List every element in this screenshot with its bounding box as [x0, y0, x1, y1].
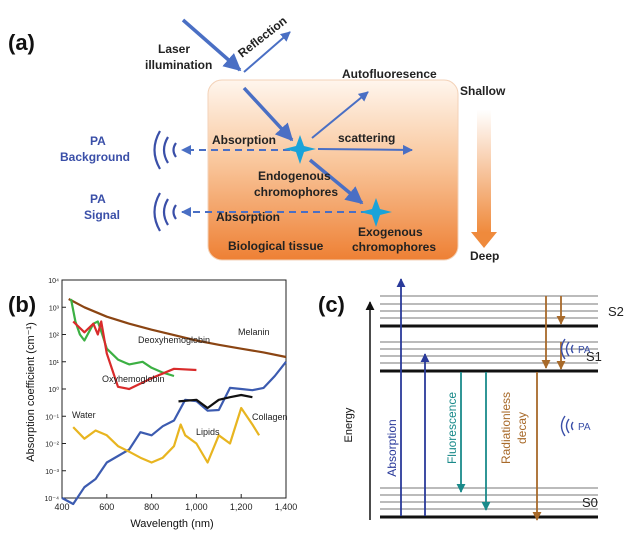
panel-c-label: (c): [318, 292, 345, 317]
x-tick-label: 400: [54, 502, 69, 512]
absorption-chart: 10⁴ 10³ 10² 10¹ 10⁰ 10⁻¹ 10⁻² 10⁻³ 10⁻⁴ 400 600 80…: [25, 278, 297, 530]
panel-a-label: (a): [8, 30, 35, 55]
x-tick-label: 600: [99, 502, 114, 512]
autofluorescence-label: Autofluoresence: [342, 67, 437, 81]
autofluorescence-arrow: [311, 91, 369, 139]
y-tick-label: 10⁻²: [45, 442, 59, 449]
endogenous-label-line2: chromophores: [254, 185, 338, 199]
reflection-label: Reflection: [235, 14, 289, 61]
endogenous-star-icon: [284, 135, 316, 164]
y-axis-label: Absorption coefficient (cm⁻¹): [25, 322, 37, 462]
deep-label: Deep: [470, 249, 499, 263]
x-axis-label: Wavelength (nm): [130, 518, 213, 530]
y-tick-label: 10³: [49, 305, 60, 312]
absorption-label-1: Absorption: [212, 133, 276, 147]
y-tick-label: 10¹: [49, 360, 60, 367]
s1-label: S1: [586, 349, 602, 364]
absorption-arrow: [242, 86, 294, 142]
exogenous-label-line2: chromophores: [352, 240, 436, 254]
absorption-c-label: Absorption: [385, 419, 399, 476]
s1-sublevels: [380, 341, 598, 364]
y-tick-label: 10⁴: [48, 278, 59, 285]
pa-upper-wave-icon: [560, 338, 574, 360]
x-tick-label: 1,400: [275, 502, 298, 512]
pa-background-label-line2: Background: [60, 150, 130, 164]
series-lipids-line: [72, 406, 261, 464]
series-collagen-label: Collagen: [252, 412, 288, 422]
laser-arrow: [181, 18, 242, 72]
depth-arrow: [471, 110, 497, 248]
scattering-label: scattering: [338, 131, 395, 145]
pa-signal-label-line2: Signal: [84, 208, 120, 222]
absorption-label-2: Absorption: [216, 210, 280, 224]
panel-b-label: (b): [8, 292, 36, 317]
s0-label: S0: [582, 495, 598, 510]
y-tick-label: 10⁻⁴: [45, 496, 60, 503]
series-collagen-line: [178, 393, 253, 410]
x-tick-label: 800: [144, 502, 159, 512]
y-tick-label: 10⁻¹: [45, 414, 59, 421]
x-tick-label: 1,200: [230, 502, 253, 512]
series-water-line: [61, 361, 287, 506]
exogenous-arrow: [308, 158, 364, 205]
s0-sublevels: [380, 487, 598, 510]
series-oxyhemoglobin-label: Oxyhemoglobin: [102, 374, 165, 384]
reflection-arrow: [243, 31, 291, 73]
series-melanin-line: [68, 298, 287, 359]
series-lipids-label: Lipids: [196, 427, 220, 437]
exogenous-star-icon: [360, 198, 392, 227]
endogenous-label-line1: Endogenous: [258, 169, 331, 183]
shallow-label: Shallow: [460, 84, 506, 98]
x-tick-label: 1,000: [185, 502, 208, 512]
series-melanin-label: Melanin: [238, 327, 270, 337]
exogenous-label-line1: Exogenous: [358, 225, 423, 239]
panel-b: (b) 10⁴ 10³ 10² 10¹ 10⁰ 10⁻¹ 10⁻² 10⁻³ 10⁻⁴ 400 6…: [8, 278, 297, 530]
energy-label: Energy: [343, 407, 355, 442]
pa-background-label-line1: PA: [90, 134, 106, 148]
radiationless-label-line1: Radiationless: [499, 392, 513, 464]
series-oxyhemoglobin-line: [72, 320, 197, 391]
y-tick-label: 10⁰: [48, 386, 59, 394]
s2-label: S2: [608, 304, 624, 319]
pa-signal-label-line1: PA: [90, 192, 106, 206]
s2-sublevels: [380, 295, 598, 319]
series-water-label: Water: [72, 410, 96, 420]
panel-c: (c) Energy S2 S1 S0: [318, 278, 624, 521]
pa-signal-wave-icon: [153, 192, 177, 232]
tissue-label: Biological tissue: [228, 239, 324, 253]
laser-label-line2: illumination: [145, 58, 212, 72]
pa-lower-label: PA: [578, 422, 591, 433]
y-tick-label: 10²: [49, 333, 60, 340]
series-deoxyhemoglobin-label: Deoxyhemoglobin: [138, 335, 210, 345]
fluorescence-label: Fluorescence: [445, 392, 459, 464]
panel-a: (a) Shallow Deep: [8, 14, 506, 263]
laser-label-line1: Laser: [158, 42, 190, 56]
pa-lower-wave-icon: [560, 415, 574, 437]
scattering-arrow: [317, 144, 413, 155]
tissue-box: [207, 79, 459, 261]
pa-upper-label: PA: [578, 345, 591, 356]
radiationless-label-line2: decay: [515, 412, 529, 444]
pa-background-wave-icon: [153, 130, 177, 170]
y-tick-label: 10⁻³: [45, 469, 59, 476]
